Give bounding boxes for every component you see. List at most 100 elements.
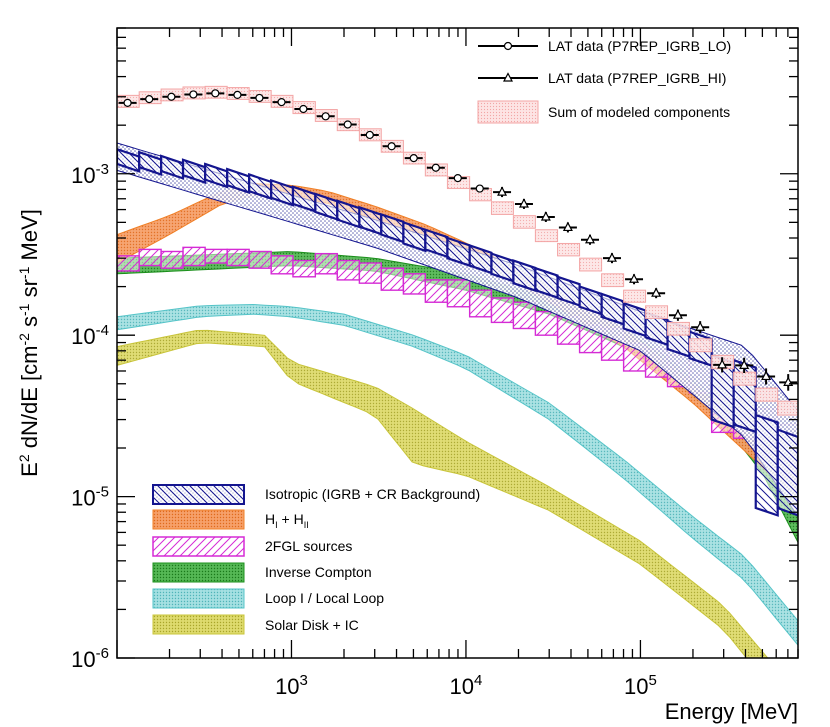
segment-2fgl-sources [182,246,206,267]
component-bands [117,142,798,658]
sum-band-bin [579,257,603,272]
legend-label-sum: Sum of modeled components [548,104,730,120]
plot-area [117,85,798,658]
sum-band-bin [667,321,690,336]
legend-swatch-inverse-compton [152,562,245,583]
segment-2fgl-sources [248,250,272,269]
y-tick-labels: 10-6 10-5 10-4 10-3 [71,161,109,672]
legend-entry-2fgl: 2FGL sources [152,536,352,557]
segment-isotropic-igrb-cr-background [160,154,185,180]
y-axis-title: E2 dN/dE [cm-2 s-1 sr-1 MeV] [16,209,42,477]
sum-band-bin [755,387,779,402]
segment-isotropic-igrb-cr-background [117,148,141,173]
lat-lo-point [189,90,198,99]
segment-isotropic-igrb-cr-background [776,428,798,517]
segment-2fgl-sources [402,273,427,295]
x-tick-labels: 103 104 105 [275,672,657,699]
legend-entry-hi-hii: HI + HII [152,509,309,530]
segment-2fgl-sources [512,301,537,330]
sum-band-bin [512,215,536,229]
segment-isotropic-igrb-cr-background [204,162,229,189]
legend-swatch-loop-i [152,588,245,609]
lat-data-points [118,89,798,391]
segment-2fgl-sources [160,250,184,269]
segment-2fgl-sources [226,248,250,267]
lat-lo-point [431,163,440,172]
segment-2fgl-sources [292,259,317,278]
sum-band-bin [733,371,757,386]
segment-isotropic-igrb-cr-background [402,220,427,253]
sum-band-bin [557,242,581,257]
y-tick-label-1e-4: 10-4 [71,322,109,349]
lat-lo-point [453,174,462,183]
lat-hi-point [739,359,750,369]
legend-entry-sum: Sum of modeled components [477,100,730,124]
lat-lo-point [233,90,242,100]
legend-label-hi-hii: HI + HII [265,511,309,530]
segment-2fgl-sources [534,310,559,336]
legend-swatch-sum [477,100,539,124]
legend-label-inverse-compton: Inverse Compton [265,564,372,580]
sum-band-bin [645,305,669,319]
legend-swatch-solar-disk [152,614,245,635]
sum-band-bin [534,229,559,243]
legend-label-loop-i: Loop I / Local Loop [265,590,384,606]
segment-2fgl-sources [490,297,515,324]
legend-label-2fgl: 2FGL sources [265,538,352,554]
legend-entry-inverse-compton: Inverse Compton [152,562,372,583]
legend-entry-isotropic: Isotropic (IGRB + CR Background) [152,484,480,505]
lat-lo-point [277,97,286,107]
x-tick-label-1e3: 103 [275,672,308,699]
segment-2fgl-sources [270,255,294,275]
segment-isotropic-igrb-cr-background [754,413,779,517]
lat-hi-point [717,359,728,369]
legend-entry-lat-lo: LAT data (P7REP_IGRB_LO) [478,38,731,54]
legend-circle-marker [503,41,513,51]
sum-band-bin [490,201,514,215]
segment-2fgl-sources [358,262,382,284]
lat-hi-point [585,234,596,244]
segment-2fgl-sources [424,279,449,303]
lat-lo-point [167,92,176,101]
segment-2fgl-sources [336,259,361,281]
segment-isotropic-igrb-cr-background [138,150,163,177]
segment-2fgl-sources [446,279,471,308]
lat-lo-point [123,98,132,107]
lat-hi-point [651,287,662,297]
lat-hi-point [562,221,573,232]
lat-lo-point [343,120,352,129]
segment-2fgl-sources [204,248,228,264]
segment-2fgl-sources [380,267,405,291]
lat-hi-point [497,186,508,196]
y-tick-label-1e-6: 10-6 [71,645,109,672]
legend-entry-lat-hi: LAT data (P7REP_IGRB_HI) [478,70,726,86]
lat-lo-point [255,93,264,103]
lat-hi-point [672,309,683,319]
segment-isotropic-igrb-cr-background [270,178,295,207]
sum-band-bin [601,273,625,288]
lat-lo-point [321,112,330,121]
lat-hi-point [761,370,772,381]
legend-label-lat-hi: LAT data (P7REP_IGRB_HI) [548,70,726,86]
lat-hi-point [540,211,551,221]
sum-band-bin [688,338,713,353]
lat-hi-point [518,198,529,208]
axis-ticks [116,27,799,659]
lat-lo-point [409,154,418,163]
y-tick-label-1e-5: 10-5 [71,484,109,511]
segment-2fgl-sources [314,252,338,275]
bottom-legend: Isotropic (IGRB + CR Background) HI + HI… [152,484,480,635]
legend-swatch-isotropic [152,484,245,505]
segment-2fgl-sources [138,248,162,267]
lat-lo-point [387,142,396,151]
legend-label-solar-disk: Solar Disk + IC [265,617,359,633]
sum-band-bin [623,289,647,303]
segment-2fgl-sources [468,289,493,318]
lat-lo-point [365,130,374,140]
y-tick-label-1e-3: 10-3 [71,161,109,188]
lat-hi-point [695,321,706,331]
x-axis-title: Energy [MeV] [665,699,798,724]
lat-lo-point [145,95,154,104]
legend-label-isotropic: Isotropic (IGRB + CR Background) [265,486,480,502]
